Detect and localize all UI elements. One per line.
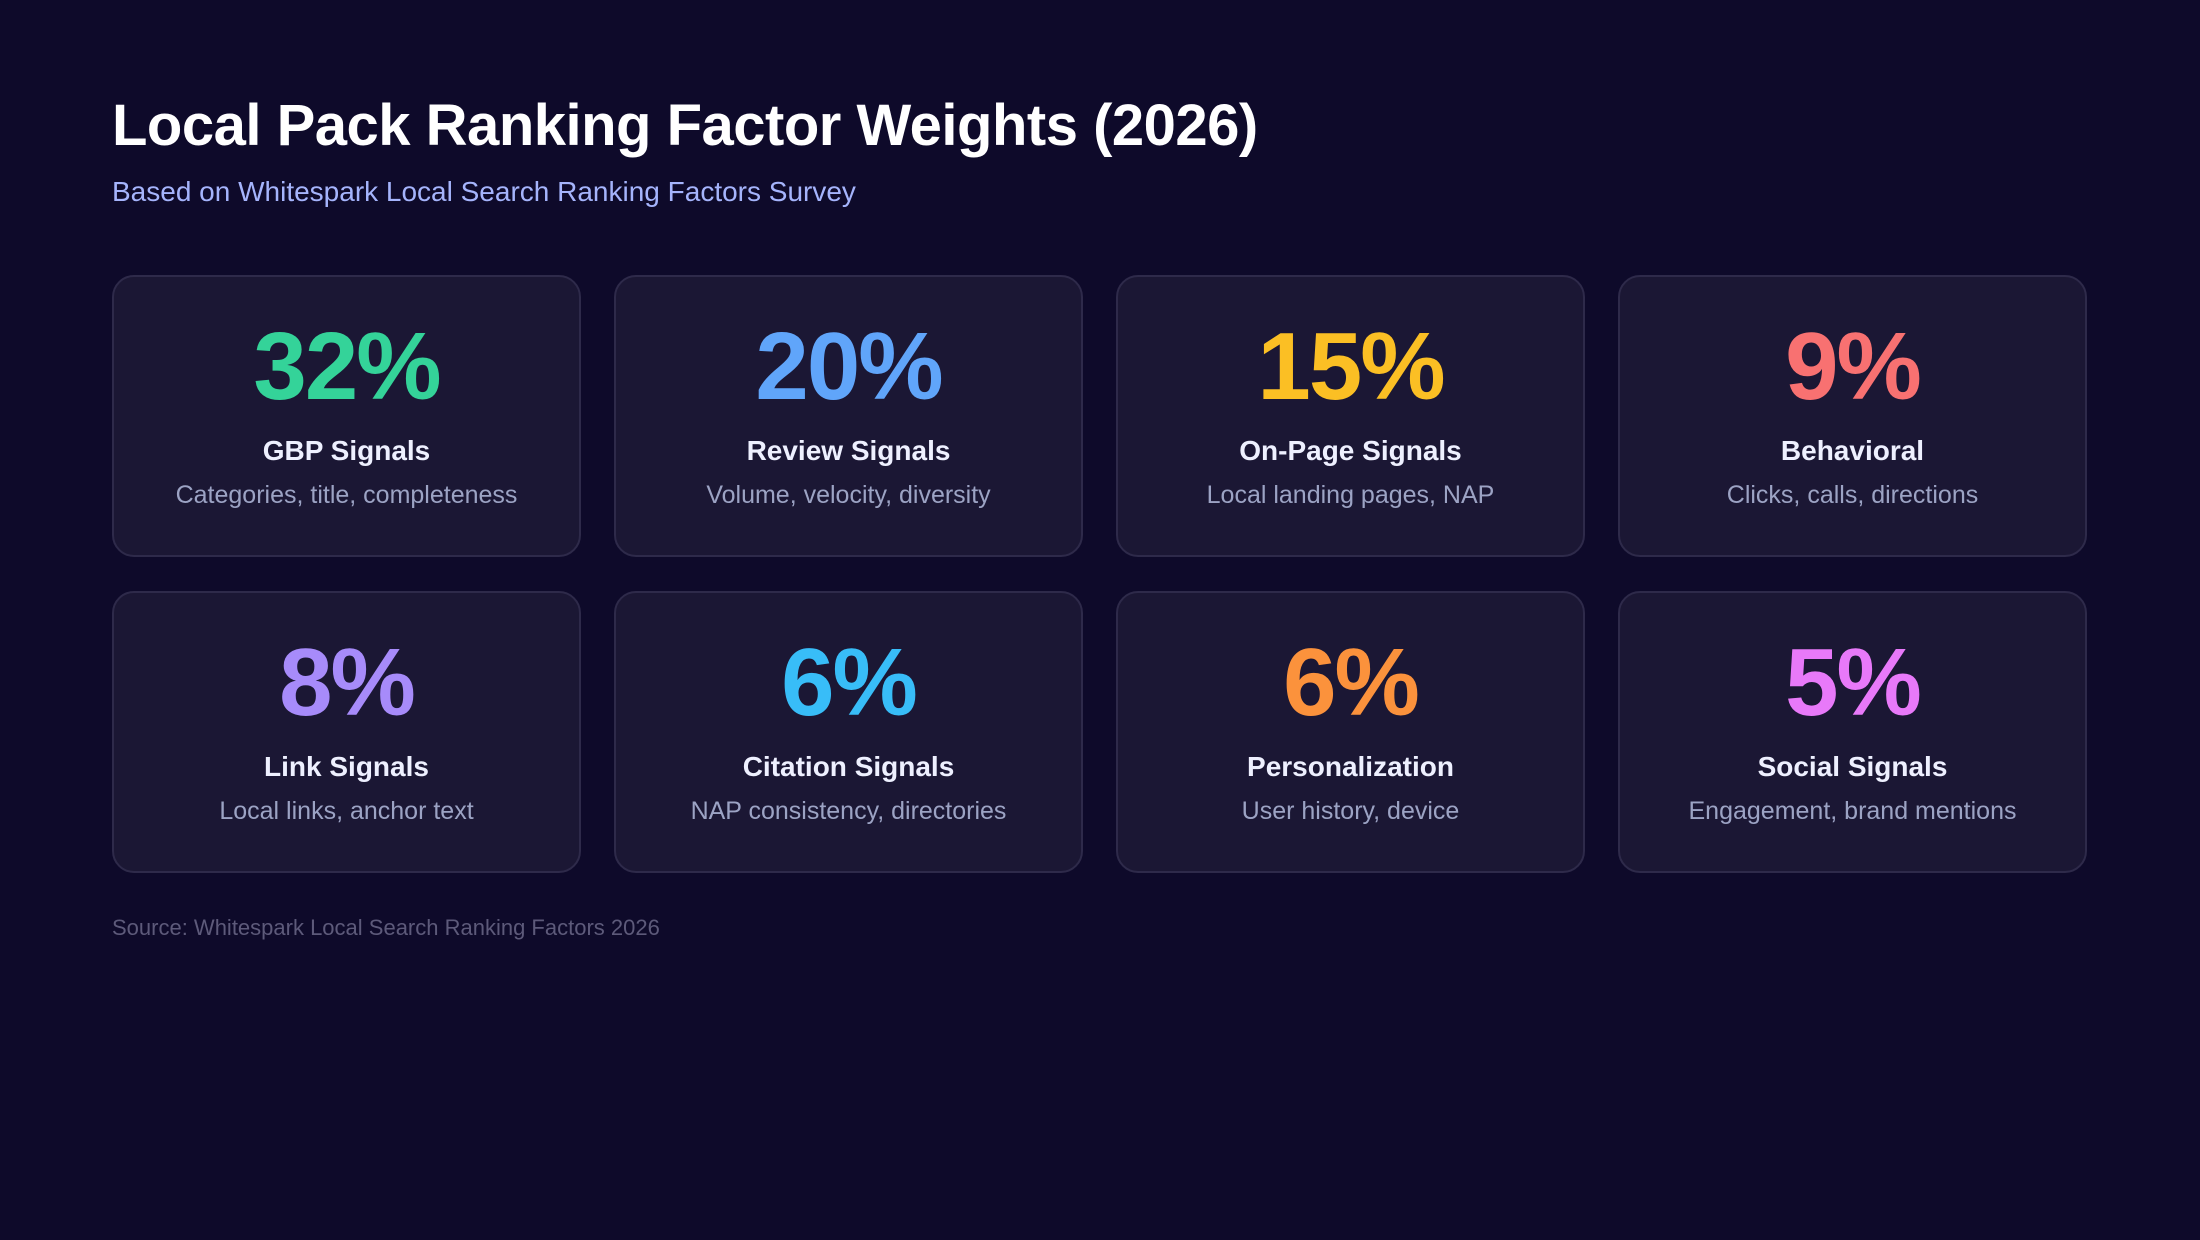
stat-description: Volume, velocity, diversity [706,481,991,509]
stat-value: 5% [1785,629,1922,736]
stat-description: Local links, anchor text [219,797,474,825]
stat-value: 9% [1785,313,1922,420]
stat-card: 6% Citation Signals NAP consistency, direc… [614,591,1083,873]
title: Local Pack Ranking Factor Weights (2026) [112,93,1258,158]
stat-card: 5% Social Signals Engagement, brand mentio… [1618,591,2087,873]
stat-description: Clicks, calls, directions [1726,481,1979,509]
source-note: Source: Whitespark Local Search Ranking … [112,915,660,940]
stat-label: Social Signals [1757,751,1948,782]
stat-card: 8% Link Signals Local links, anchor text [112,591,581,873]
stat-description: Engagement, brand mentions [1688,797,2017,825]
stat-label: On-Page Signals [1239,435,1462,466]
stat-description: User history, device [1241,797,1460,825]
stat-card: 32% GBP Signals Categories, title, complet… [112,275,581,557]
stat-description: Local landing pages, NAP [1206,481,1495,509]
stat-card: 20% Review Signals Volume, velocity, diver… [614,275,1083,557]
stat-value: 32% [253,313,441,420]
stat-label: Personalization [1247,751,1454,782]
stat-label: Citation Signals [742,751,955,782]
stat-label: Link Signals [264,751,429,782]
stat-label: Review Signals [746,435,951,466]
stat-value: 6% [1283,629,1420,736]
stat-value: 15% [1257,313,1445,420]
stat-card: 9% Behavioral Clicks, calls, directions [1618,275,2087,557]
stat-description: Categories, title, completeness [175,481,518,509]
stat-value: 20% [755,313,943,420]
stat-value: 8% [279,629,416,736]
stat-description: NAP consistency, directories [690,797,1007,825]
stat-value: 6% [781,629,918,736]
card-grid: 32% GBP Signals Categories, title, complet… [112,275,2087,873]
stat-card: 6% Personalization User history, device [1116,591,1585,873]
stat-card: 15% On-Page Signals Local landing pages, N… [1116,275,1585,557]
subtitle: Based on Whitespark Local Search Ranking… [112,176,856,207]
stat-label: GBP Signals [262,435,431,466]
stat-label: Behavioral [1780,435,1925,466]
